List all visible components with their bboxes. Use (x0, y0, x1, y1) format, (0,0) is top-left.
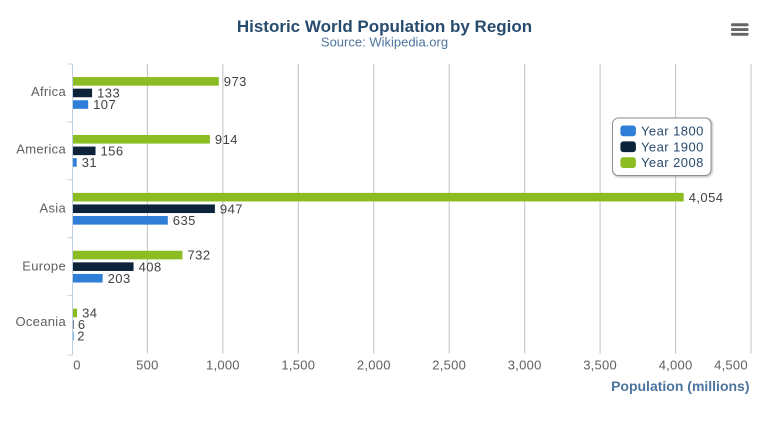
svg-text:4,500: 4,500 (714, 358, 748, 373)
svg-text:Oceania: Oceania (15, 314, 66, 329)
svg-text:Europe: Europe (22, 258, 66, 273)
svg-text:732: 732 (188, 248, 211, 263)
svg-text:156: 156 (101, 144, 124, 159)
svg-text:2,000: 2,000 (357, 358, 391, 373)
svg-text:Africa: Africa (31, 84, 66, 99)
svg-text:Population (millions): Population (millions) (611, 378, 749, 394)
svg-text:107: 107 (93, 97, 116, 112)
svg-text:1,500: 1,500 (281, 358, 315, 373)
svg-text:2: 2 (77, 329, 85, 344)
svg-text:31: 31 (82, 155, 97, 170)
svg-text:0: 0 (73, 358, 80, 373)
svg-text:914: 914 (215, 132, 238, 147)
svg-text:1,000: 1,000 (206, 358, 240, 373)
svg-text:2,500: 2,500 (432, 358, 466, 373)
svg-text:3,500: 3,500 (583, 358, 617, 373)
svg-text:947: 947 (220, 201, 243, 216)
svg-text:500: 500 (136, 358, 158, 373)
svg-text:203: 203 (108, 271, 131, 286)
svg-text:973: 973 (224, 74, 247, 89)
svg-text:6: 6 (78, 317, 86, 332)
svg-text:4,054: 4,054 (689, 190, 724, 205)
svg-text:133: 133 (97, 86, 120, 101)
svg-text:4,000: 4,000 (659, 358, 693, 373)
svg-text:Year 2008: Year 2008 (641, 155, 704, 170)
svg-text:635: 635 (173, 213, 196, 228)
svg-text:408: 408 (139, 259, 162, 274)
svg-text:Historic World Population by R: Historic World Population by Region (237, 17, 532, 36)
svg-text:Source: Wikipedia.org: Source: Wikipedia.org (321, 35, 448, 50)
svg-text:America: America (16, 141, 66, 156)
svg-text:Asia: Asia (40, 200, 67, 215)
svg-text:34: 34 (82, 306, 97, 321)
svg-text:3,000: 3,000 (508, 358, 542, 373)
svg-text:Year 1800: Year 1800 (641, 123, 704, 138)
svg-text:Year 1900: Year 1900 (641, 139, 704, 154)
